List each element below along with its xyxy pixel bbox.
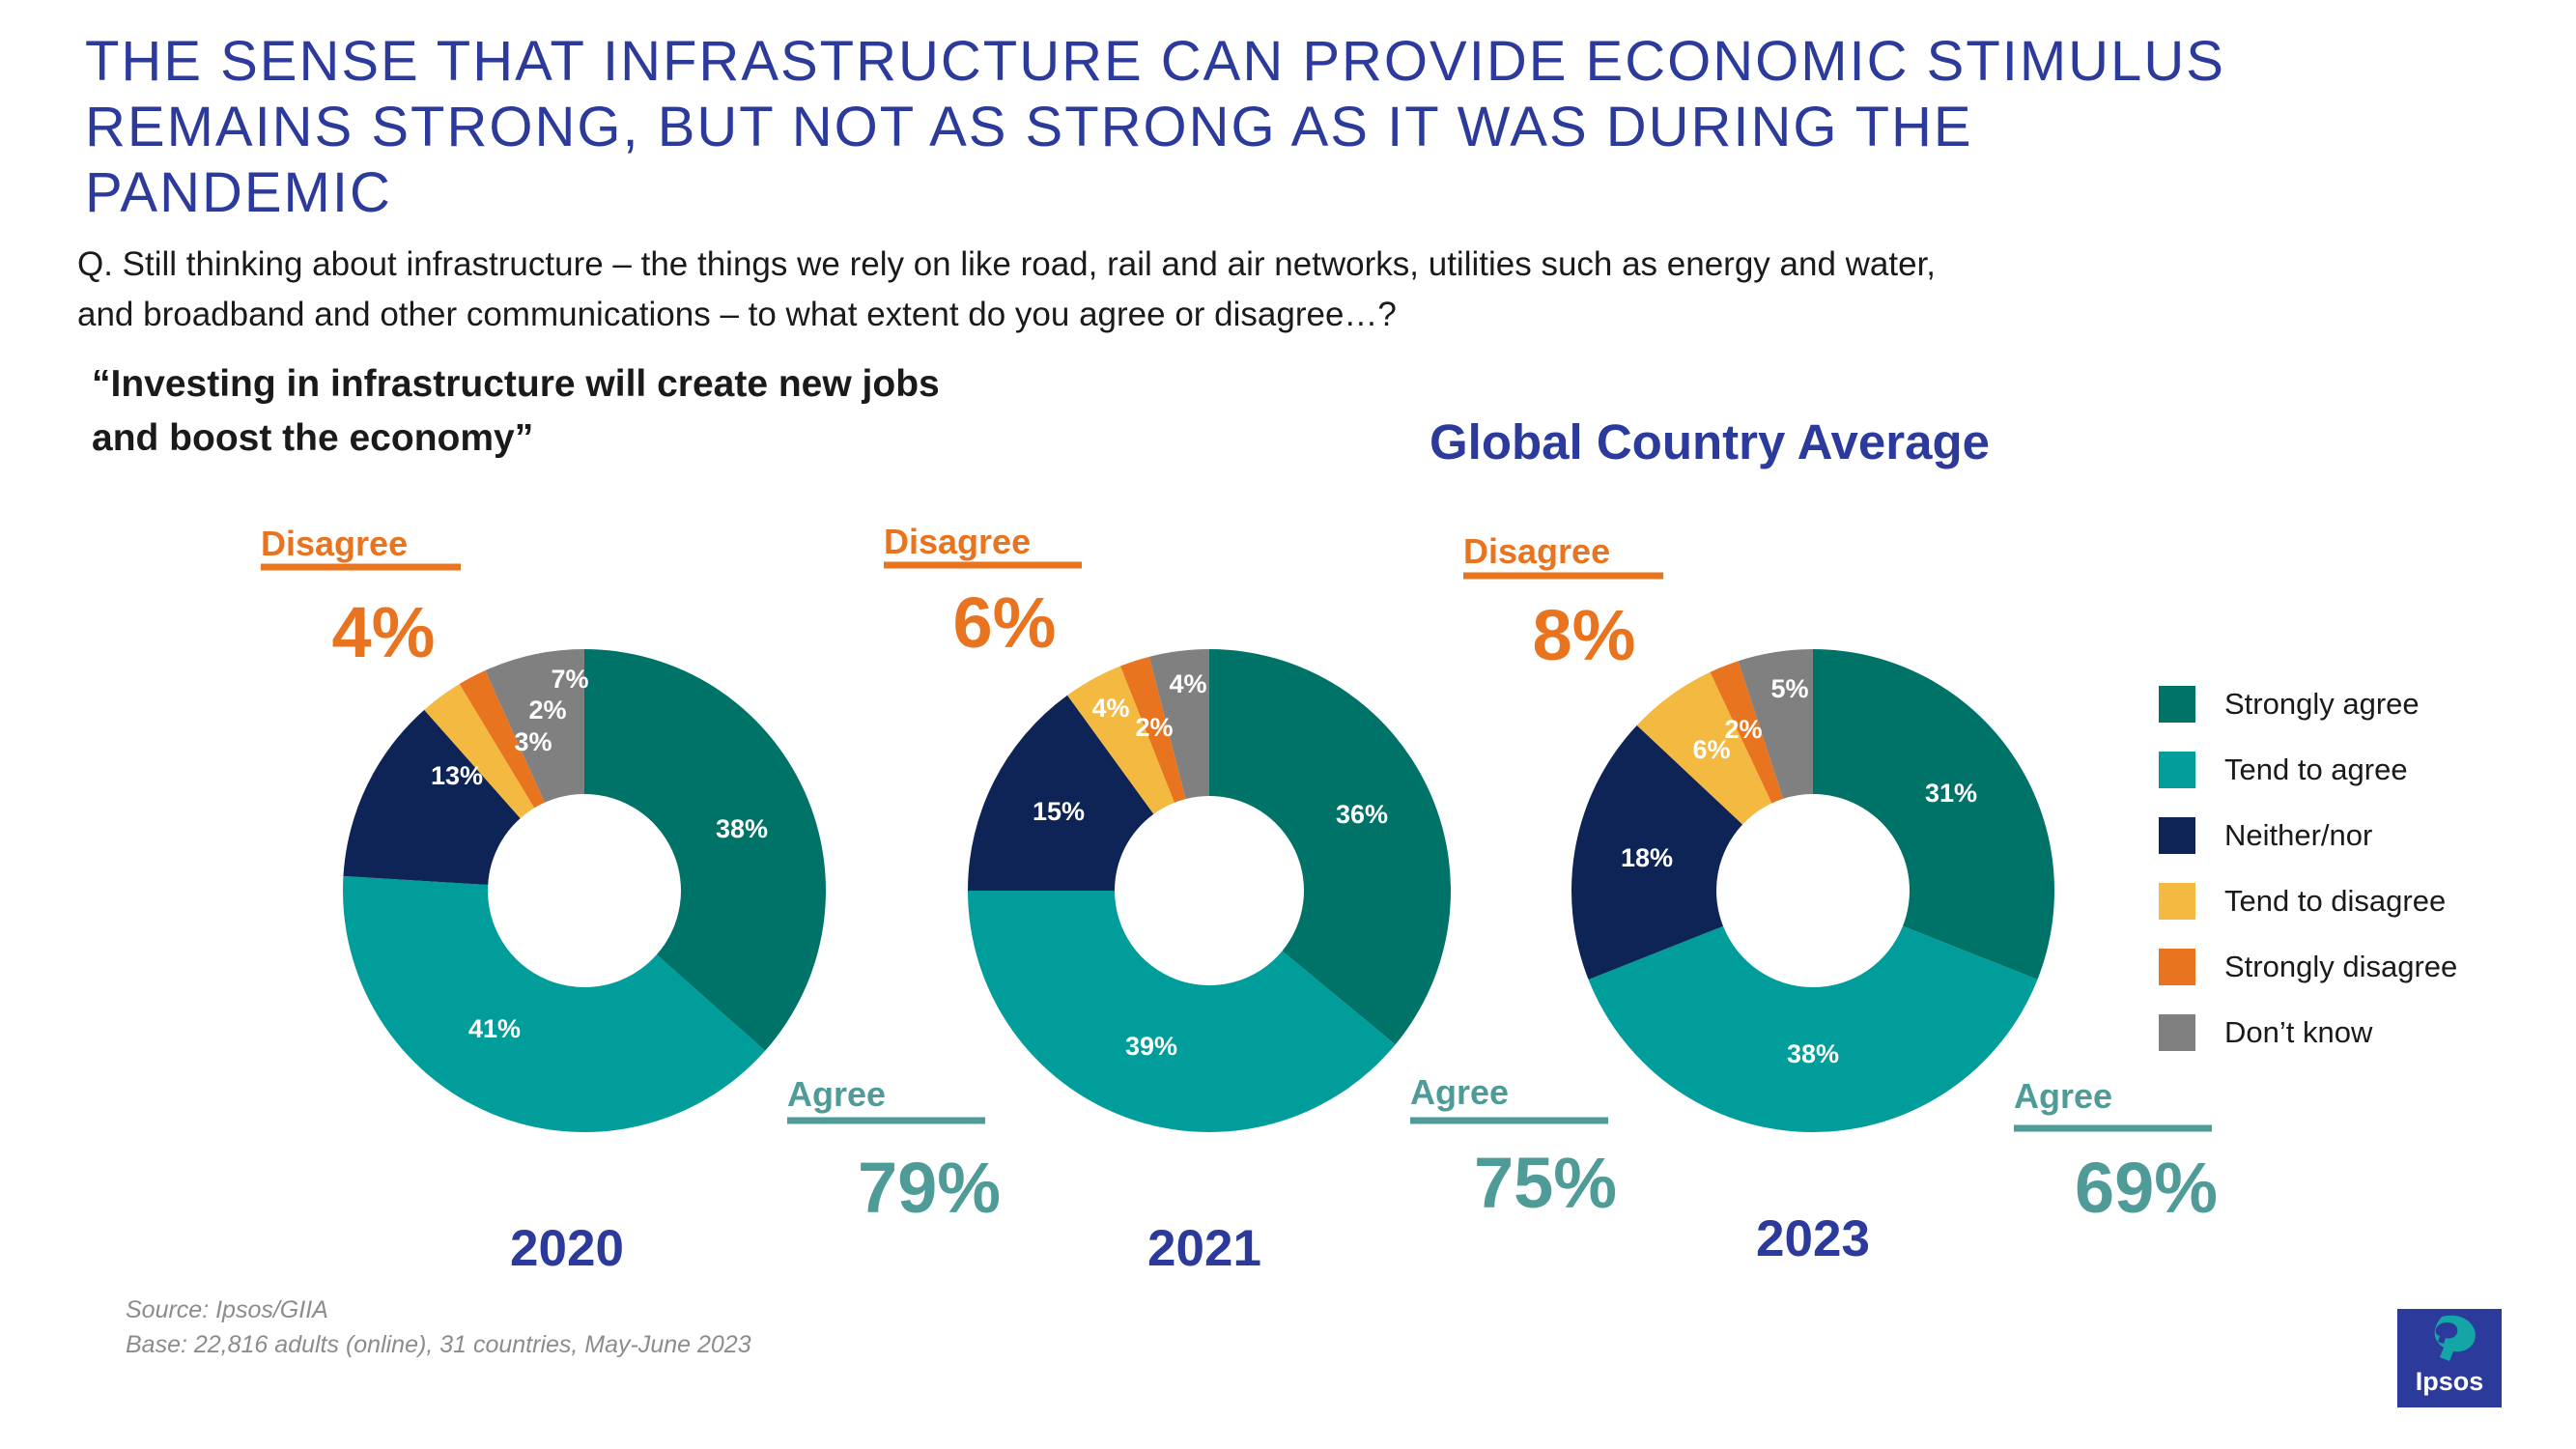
legend-label: Don’t know bbox=[2224, 1015, 2373, 1049]
title-line: THE SENSE THAT INFRASTRUCTURE CAN PROVID… bbox=[85, 30, 2225, 93]
legend-swatch bbox=[2159, 817, 2195, 854]
slice-strongly-agree bbox=[584, 649, 826, 1051]
page-title: THE SENSE THAT INFRASTRUCTURE CAN PROVID… bbox=[85, 29, 2500, 226]
agree-total: 69% bbox=[2075, 1148, 2218, 1228]
year-label: 2021 bbox=[1147, 1220, 1261, 1277]
disagree-total: 8% bbox=[1533, 595, 1636, 675]
slice-neither-nor bbox=[968, 695, 1154, 891]
data-label-dont-know: 7% bbox=[551, 665, 588, 694]
slice-tend-to-agree bbox=[1588, 925, 2038, 1132]
quote-line: “Investing in infrastructure will create… bbox=[92, 363, 940, 405]
legend-item: Tend to disagree bbox=[2159, 868, 2564, 934]
data-label-neither-nor: 15% bbox=[1033, 797, 1085, 826]
disagree-label: Disagree bbox=[261, 524, 408, 563]
source-line: Source: Ipsos/GIIA bbox=[126, 1296, 328, 1323]
slice-strongly-disagree bbox=[1119, 656, 1186, 803]
legend-label: Neither/nor bbox=[2224, 818, 2373, 852]
agree-label: Agree bbox=[787, 1074, 886, 1114]
legend-item: Don’t know bbox=[2159, 1000, 2564, 1065]
title-line: PANDEMIC bbox=[85, 161, 392, 224]
data-label-tend-to-agree: 38% bbox=[1787, 1039, 1839, 1068]
ipsos-logo: Ipsos bbox=[2397, 1309, 2502, 1407]
disagree-total: 6% bbox=[953, 582, 1057, 663]
data-label-strongly-agree: 31% bbox=[1925, 779, 1977, 808]
data-label-tend-to-agree: 39% bbox=[1125, 1032, 1177, 1061]
slice-dont-know bbox=[1148, 649, 1209, 800]
survey-question: Q. Still thinking about infrastructure –… bbox=[77, 240, 2550, 340]
legend-swatch bbox=[2159, 883, 2195, 920]
logo-text: Ipsos bbox=[2415, 1367, 2484, 1396]
data-label-strongly-disagree: 2% bbox=[1135, 713, 1173, 742]
donut-chart-2023: 31% 38% 18% 6%2% 5% Disagree 8% Agree 69% 2023 bbox=[1463, 531, 2218, 1267]
data-label-strongly-disagree: 2% bbox=[1724, 715, 1762, 744]
slice-neither-nor bbox=[343, 709, 521, 885]
statement-quote: “Investing in infrastructure will create… bbox=[92, 357, 1154, 466]
data-label-tend-to-agree: 41% bbox=[468, 1014, 521, 1043]
data-label-neither-nor: 13% bbox=[431, 761, 483, 790]
legend-item: Strongly disagree bbox=[2159, 934, 2564, 1000]
slice-tend-to-disagree bbox=[1636, 671, 1772, 825]
slice-tend-to-agree bbox=[968, 891, 1396, 1132]
legend-label: Tend to agree bbox=[2224, 753, 2408, 786]
legend-item: Tend to agree bbox=[2159, 737, 2564, 803]
legend-swatch bbox=[2159, 752, 2195, 788]
legend-swatch bbox=[2159, 686, 2195, 723]
agree-label: Agree bbox=[1410, 1072, 1509, 1112]
question-line: and broadband and other communications –… bbox=[77, 296, 1397, 333]
logo-mark-icon bbox=[2397, 1309, 2502, 1407]
legend-item: Strongly agree bbox=[2159, 671, 2564, 737]
disagree-label: Disagree bbox=[884, 522, 1031, 561]
data-label-strongly-agree: 38% bbox=[716, 814, 768, 843]
question-line: Q. Still thinking about infrastructure –… bbox=[77, 245, 1937, 283]
data-label-tend-to-disagree: 4% bbox=[1091, 694, 1129, 723]
disagree-label: Disagree bbox=[1463, 531, 1610, 571]
data-label-tend-to-disagree: 6% bbox=[1692, 735, 1730, 764]
agree-total: 75% bbox=[1474, 1143, 1617, 1223]
slice-tend-to-disagree bbox=[424, 684, 535, 819]
slice-neither-nor bbox=[1571, 724, 1743, 980]
slice-strongly-disagree bbox=[459, 670, 545, 809]
slice-strongly-agree bbox=[1209, 649, 1451, 1045]
quote-line: and boost the economy” bbox=[92, 417, 534, 459]
legend-swatch bbox=[2159, 949, 2195, 985]
legend-swatch bbox=[2159, 1014, 2195, 1051]
slice-dont-know bbox=[485, 649, 584, 803]
donut-chart-2020: 38% 41% 13% 3% 2%7% Disagree 4% Agree 79% 2020 bbox=[261, 524, 1001, 1277]
slice-strongly-agree bbox=[1813, 649, 2055, 980]
slice-tend-to-disagree bbox=[1067, 666, 1175, 814]
data-label-tend-to-disagree: 3% bbox=[514, 727, 552, 756]
slice-tend-to-agree bbox=[343, 875, 766, 1133]
year-label: 2020 bbox=[510, 1220, 624, 1277]
slice-dont-know bbox=[1738, 649, 1813, 799]
slice-strongly-disagree bbox=[1710, 661, 1784, 804]
data-label-neither-nor: 18% bbox=[1621, 843, 1673, 872]
legend-label: Strongly disagree bbox=[2224, 950, 2458, 983]
agree-label: Agree bbox=[2014, 1076, 2112, 1116]
source-note: Source: Ipsos/GIIA Base: 22,816 adults (… bbox=[126, 1293, 751, 1362]
data-label-dont-know: 5% bbox=[1770, 674, 1808, 703]
data-label-dont-know: 4% bbox=[1169, 669, 1206, 698]
data-label-strongly-disagree: 2% bbox=[528, 696, 566, 724]
legend-item: Neither/nor bbox=[2159, 803, 2564, 868]
agree-total: 79% bbox=[858, 1148, 1001, 1228]
global-country-average-label: Global Country Average bbox=[1430, 414, 1991, 469]
disagree-total: 4% bbox=[332, 592, 436, 672]
legend-label: Tend to disagree bbox=[2224, 884, 2447, 918]
source-line: Base: 22,816 adults (online), 31 countri… bbox=[126, 1331, 751, 1358]
data-label-strongly-agree: 36% bbox=[1336, 800, 1388, 829]
title-line: REMAINS STRONG, BUT NOT AS STRONG AS IT … bbox=[85, 96, 1973, 158]
legend-label: Strongly agree bbox=[2224, 687, 2420, 721]
year-label: 2023 bbox=[1756, 1210, 1870, 1267]
chart-legend: Strongly agree Tend to agree Neither/nor… bbox=[2159, 671, 2564, 1065]
